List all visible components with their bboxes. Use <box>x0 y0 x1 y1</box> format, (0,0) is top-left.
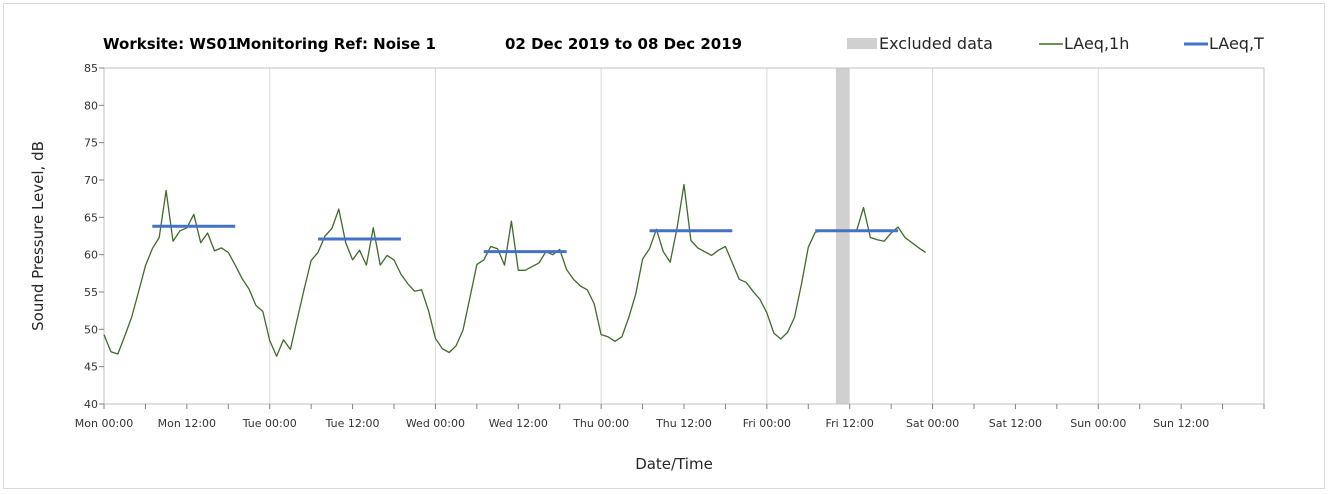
x-tick-label: Sat 00:00 <box>906 417 959 430</box>
x-tick-label: Wed 00:00 <box>406 417 465 430</box>
chart-frame <box>3 3 1325 489</box>
x-tick-label: Thu 00:00 <box>572 417 629 430</box>
x-axis-title: Date/Time <box>635 455 713 473</box>
legend-label-excluded: Excluded data <box>879 34 993 53</box>
axes-layer: 40 45 50 55 60 65 70 75 80 85 Mon 00:00 Mon 12:00 Tu… <box>75 62 1265 430</box>
x-tick-label: Tue 00:00 <box>242 417 297 430</box>
legend-swatch-excluded <box>847 38 877 49</box>
x-tick-label: Fri 12:00 <box>826 417 874 430</box>
grid-layer <box>269 68 1099 404</box>
x-tick-label: Fri 00:00 <box>743 417 791 430</box>
x-tick-label: Sun 00:00 <box>1070 417 1126 430</box>
x-tick-label: Thu 12:00 <box>655 417 712 430</box>
y-tick-label: 85 <box>84 62 98 75</box>
y-tick-label: 60 <box>84 249 98 262</box>
y-axis-title: Sound Pressure Level, dB <box>29 141 47 331</box>
y-tick-label: 45 <box>84 361 98 374</box>
x-tick-label: Sat 12:00 <box>989 417 1042 430</box>
legend-label-laeqt: LAeq,T <box>1209 34 1264 53</box>
chart-title-worksite: Worksite: WS01 <box>103 35 238 53</box>
x-tick-label: Sun 12:00 <box>1153 417 1209 430</box>
chart-title-date-range: 02 Dec 2019 to 08 Dec 2019 <box>505 35 742 53</box>
excluded-period <box>835 68 850 404</box>
x-tick-label: Wed 12:00 <box>489 417 548 430</box>
legend: Excluded data LAeq,1h LAeq,T <box>847 34 1264 53</box>
y-tick-label: 65 <box>84 211 98 224</box>
x-tick-label: Mon 12:00 <box>158 417 216 430</box>
y-tick-label: 75 <box>84 137 98 150</box>
y-tick-label: 80 <box>84 99 98 112</box>
y-tick-label: 40 <box>84 398 98 411</box>
y-tick-label: 55 <box>84 286 98 299</box>
legend-label-laeq1h: LAeq,1h <box>1064 34 1129 53</box>
x-tick-label: Tue 12:00 <box>325 417 380 430</box>
x-tick-label: Mon 00:00 <box>75 417 133 430</box>
y-tick-label: 50 <box>84 323 98 336</box>
y-tick-label: 70 <box>84 174 98 187</box>
excluded-layer <box>835 68 850 404</box>
series-laeq1h-line <box>103 183 927 357</box>
series-layer <box>103 183 927 357</box>
chart-title-monitoring-ref: Monitoring Ref: Noise 1 <box>236 35 436 53</box>
